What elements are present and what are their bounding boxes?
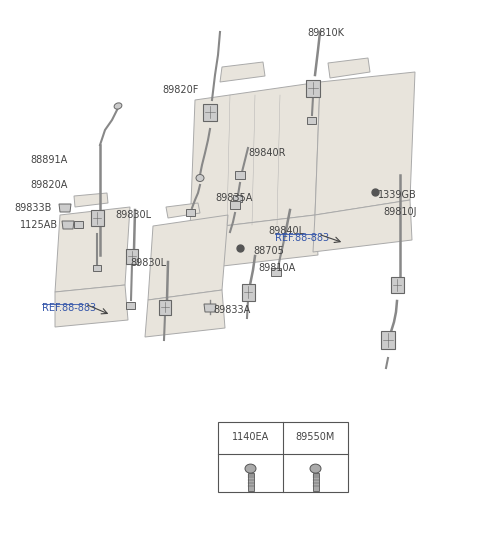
Text: REF.88-883: REF.88-883 <box>275 233 329 243</box>
Text: 89810J: 89810J <box>383 207 417 217</box>
Polygon shape <box>190 82 320 230</box>
Text: 89835A: 89835A <box>215 193 252 203</box>
Bar <box>233 195 242 202</box>
Text: 89550M: 89550M <box>296 433 335 442</box>
Polygon shape <box>55 285 128 327</box>
Polygon shape <box>148 215 228 300</box>
Text: 89840R: 89840R <box>248 148 286 158</box>
Polygon shape <box>62 221 74 229</box>
Polygon shape <box>166 203 200 218</box>
Bar <box>218 422 348 492</box>
Bar <box>126 249 138 264</box>
Text: 89833B: 89833B <box>14 203 51 213</box>
Text: 89840L: 89840L <box>268 226 304 236</box>
Bar <box>242 284 255 301</box>
Text: 89820F: 89820F <box>162 85 198 95</box>
Polygon shape <box>204 304 216 312</box>
Bar <box>203 104 217 121</box>
Ellipse shape <box>310 464 321 473</box>
Text: 89830L: 89830L <box>115 210 151 220</box>
Bar <box>93 265 101 271</box>
Polygon shape <box>328 58 370 78</box>
Text: 89810K: 89810K <box>307 28 344 38</box>
Polygon shape <box>59 204 71 212</box>
Bar <box>186 209 195 216</box>
Polygon shape <box>74 193 108 207</box>
Text: 89830L: 89830L <box>130 258 166 268</box>
Bar <box>307 117 316 124</box>
Polygon shape <box>145 290 225 337</box>
Text: 88891A: 88891A <box>30 155 67 165</box>
Ellipse shape <box>114 103 122 109</box>
Bar <box>248 473 253 491</box>
Text: 1140EA: 1140EA <box>232 433 269 442</box>
Ellipse shape <box>196 175 204 182</box>
Text: 89833A: 89833A <box>213 305 250 315</box>
Bar <box>271 268 281 276</box>
Bar <box>391 277 404 293</box>
Polygon shape <box>313 200 412 252</box>
Text: 1125AB: 1125AB <box>20 220 58 230</box>
Bar <box>306 80 320 97</box>
Bar <box>91 210 104 226</box>
Text: 88705: 88705 <box>253 246 284 256</box>
Bar <box>74 221 83 228</box>
Bar <box>230 201 240 209</box>
Polygon shape <box>315 72 415 215</box>
Bar <box>381 331 395 349</box>
Text: 89810A: 89810A <box>258 263 295 273</box>
Text: 1339GB: 1339GB <box>378 190 417 200</box>
Ellipse shape <box>245 464 256 473</box>
Bar <box>312 473 319 491</box>
Bar <box>159 300 171 315</box>
Polygon shape <box>220 62 265 82</box>
Polygon shape <box>55 207 130 292</box>
Text: 89820A: 89820A <box>30 180 67 190</box>
Bar <box>126 302 135 309</box>
Polygon shape <box>188 215 318 270</box>
Bar <box>235 171 245 179</box>
Text: REF.88-883: REF.88-883 <box>42 303 96 313</box>
